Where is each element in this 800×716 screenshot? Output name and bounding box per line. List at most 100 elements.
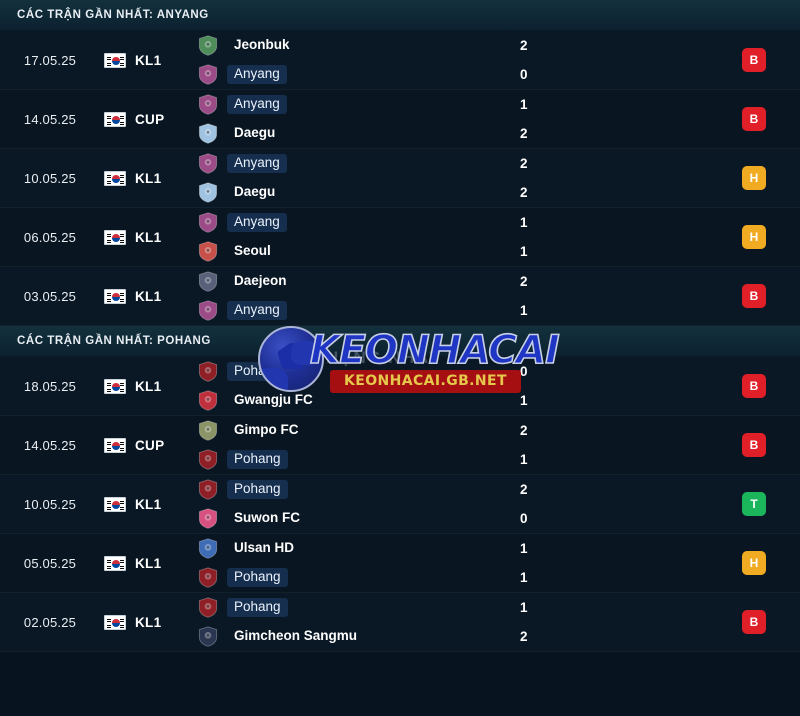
away-team[interactable]: Seoul bbox=[198, 241, 498, 263]
match-row[interactable]: 14.05.25 CUP Gimpo FC Pohang 2 1 B bbox=[0, 416, 800, 475]
away-team[interactable]: Gwangju FC bbox=[198, 390, 498, 412]
home-score: 2 bbox=[520, 482, 528, 497]
away-score: 1 bbox=[520, 570, 528, 585]
competition-cell[interactable]: KL1 bbox=[100, 357, 192, 415]
away-team[interactable]: Anyang bbox=[198, 64, 498, 86]
teams-cell: Anyang Daegu bbox=[192, 149, 498, 207]
home-team[interactable]: Jeonbuk bbox=[198, 35, 498, 57]
competition-cell[interactable]: KL1 bbox=[100, 475, 192, 533]
south-korea-flag-icon bbox=[104, 378, 126, 394]
competition-cell[interactable]: CUP bbox=[100, 416, 192, 474]
status-badge: H bbox=[742, 166, 766, 190]
home-team[interactable]: Anyang bbox=[198, 94, 498, 116]
home-score: 0 bbox=[520, 364, 528, 379]
competition-name: KL1 bbox=[135, 496, 162, 512]
south-korea-flag-icon bbox=[104, 111, 126, 127]
home-team[interactable]: Gimpo FC bbox=[198, 420, 498, 442]
result-cell: T bbox=[708, 475, 800, 533]
home-score: 2 bbox=[520, 274, 528, 289]
away-team-name: Daegu bbox=[234, 184, 276, 200]
result-cell: B bbox=[708, 90, 800, 148]
pohang-crest-icon bbox=[198, 361, 218, 382]
away-team[interactable]: Gimcheon Sangmu bbox=[198, 626, 498, 648]
daegu-crest-icon bbox=[198, 123, 218, 144]
away-team-name: Pohang bbox=[227, 450, 288, 469]
anyang-crest-icon bbox=[198, 300, 218, 321]
home-team-name: Anyang bbox=[227, 154, 287, 173]
south-korea-flag-icon bbox=[104, 229, 126, 245]
match-date: 10.05.25 bbox=[23, 170, 77, 186]
home-team[interactable]: Anyang bbox=[198, 212, 498, 234]
match-row[interactable]: 10.05.25 KL1 Anyang Daegu 2 2 H bbox=[0, 149, 800, 208]
competition-cell[interactable]: KL1 bbox=[100, 149, 192, 207]
competition-name: CUP bbox=[135, 111, 165, 127]
away-team[interactable]: Anyang bbox=[198, 300, 498, 322]
status-badge: B bbox=[742, 610, 766, 634]
competition-name: KL1 bbox=[135, 52, 162, 68]
home-team-name: Pohang bbox=[227, 362, 288, 381]
match-row[interactable]: 10.05.25 KL1 Pohang Suwon FC 2 0 T bbox=[0, 475, 800, 534]
home-team[interactable]: Daejeon bbox=[198, 271, 498, 293]
away-team[interactable]: Daegu bbox=[198, 123, 498, 145]
home-team-name: Pohang bbox=[227, 480, 288, 499]
section-header-2: CÁC TRẬN GẦN NHẤT: POHANG bbox=[0, 326, 800, 357]
away-team-name: Anyang bbox=[227, 301, 287, 320]
away-team[interactable]: Daegu bbox=[198, 182, 498, 204]
result-cell: H bbox=[708, 208, 800, 266]
jeonbuk-crest-icon bbox=[198, 35, 218, 56]
section-title: CÁC TRẬN GẦN NHẤT: POHANG bbox=[17, 335, 211, 347]
match-row[interactable]: 03.05.25 KL1 Daejeon Anyang 2 1 B bbox=[0, 267, 800, 326]
competition-name: KL1 bbox=[135, 229, 162, 245]
south-korea-flag-icon bbox=[104, 170, 126, 186]
competition-cell[interactable]: CUP bbox=[100, 90, 192, 148]
home-team[interactable]: Pohang bbox=[198, 361, 498, 383]
away-team[interactable]: Pohang bbox=[198, 449, 498, 471]
teams-cell: Anyang Seoul bbox=[192, 208, 498, 266]
competition-cell[interactable]: KL1 bbox=[100, 534, 192, 592]
home-team[interactable]: Pohang bbox=[198, 479, 498, 501]
match-date: 10.05.25 bbox=[23, 496, 77, 512]
match-row[interactable]: 05.05.25 KL1 Ulsan HD Pohang 1 1 H bbox=[0, 534, 800, 593]
match-row[interactable]: 02.05.25 KL1 Pohang Gimcheon Sangmu 1 2 B bbox=[0, 593, 800, 652]
home-score: 2 bbox=[520, 423, 528, 438]
competition-cell[interactable]: KL1 bbox=[100, 267, 192, 325]
section-header-1: CÁC TRẬN GẦN NHẤT: ANYANG bbox=[0, 0, 800, 31]
anyang-crest-icon bbox=[198, 94, 218, 115]
home-score: 2 bbox=[520, 38, 528, 53]
competition-name: KL1 bbox=[135, 378, 162, 394]
home-score: 1 bbox=[520, 600, 528, 615]
competition-cell[interactable]: KL1 bbox=[100, 31, 192, 89]
away-score: 1 bbox=[520, 244, 528, 259]
section-title: CÁC TRẬN GẦN NHẤT: ANYANG bbox=[17, 9, 209, 21]
away-team[interactable]: Pohang bbox=[198, 567, 498, 589]
match-row[interactable]: 17.05.25 KL1 Jeonbuk Anyang 2 0 B bbox=[0, 31, 800, 90]
match-date: 02.05.25 bbox=[23, 614, 77, 630]
away-team[interactable]: Suwon FC bbox=[198, 508, 498, 530]
match-row[interactable]: 14.05.25 CUP Anyang Daegu 1 2 B bbox=[0, 90, 800, 149]
teams-cell: Pohang Gwangju FC bbox=[192, 357, 498, 415]
home-team[interactable]: Anyang bbox=[198, 153, 498, 175]
match-row[interactable]: 06.05.25 KL1 Anyang Seoul 1 1 H bbox=[0, 208, 800, 267]
match-row[interactable]: 18.05.25 KL1 Pohang Gwangju FC 0 1 B bbox=[0, 357, 800, 416]
home-score: 2 bbox=[520, 156, 528, 171]
seoul-crest-icon bbox=[198, 241, 218, 262]
teams-cell: Ulsan HD Pohang bbox=[192, 534, 498, 592]
competition-cell[interactable]: KL1 bbox=[100, 593, 192, 651]
away-team-name: Gimcheon Sangmu bbox=[234, 628, 358, 644]
home-score: 1 bbox=[520, 541, 528, 556]
competition-cell[interactable]: KL1 bbox=[100, 208, 192, 266]
pohang-crest-icon bbox=[198, 597, 218, 618]
away-score: 0 bbox=[520, 67, 528, 82]
home-team[interactable]: Pohang bbox=[198, 597, 498, 619]
home-team[interactable]: Ulsan HD bbox=[198, 538, 498, 560]
away-score: 1 bbox=[520, 303, 528, 318]
south-korea-flag-icon bbox=[104, 437, 126, 453]
anyang-crest-icon bbox=[198, 64, 218, 85]
gimcheon-crest-icon bbox=[198, 626, 218, 647]
match-date: 06.05.25 bbox=[23, 229, 77, 245]
result-cell: B bbox=[708, 267, 800, 325]
status-badge: B bbox=[742, 107, 766, 131]
teams-cell: Jeonbuk Anyang bbox=[192, 31, 498, 89]
